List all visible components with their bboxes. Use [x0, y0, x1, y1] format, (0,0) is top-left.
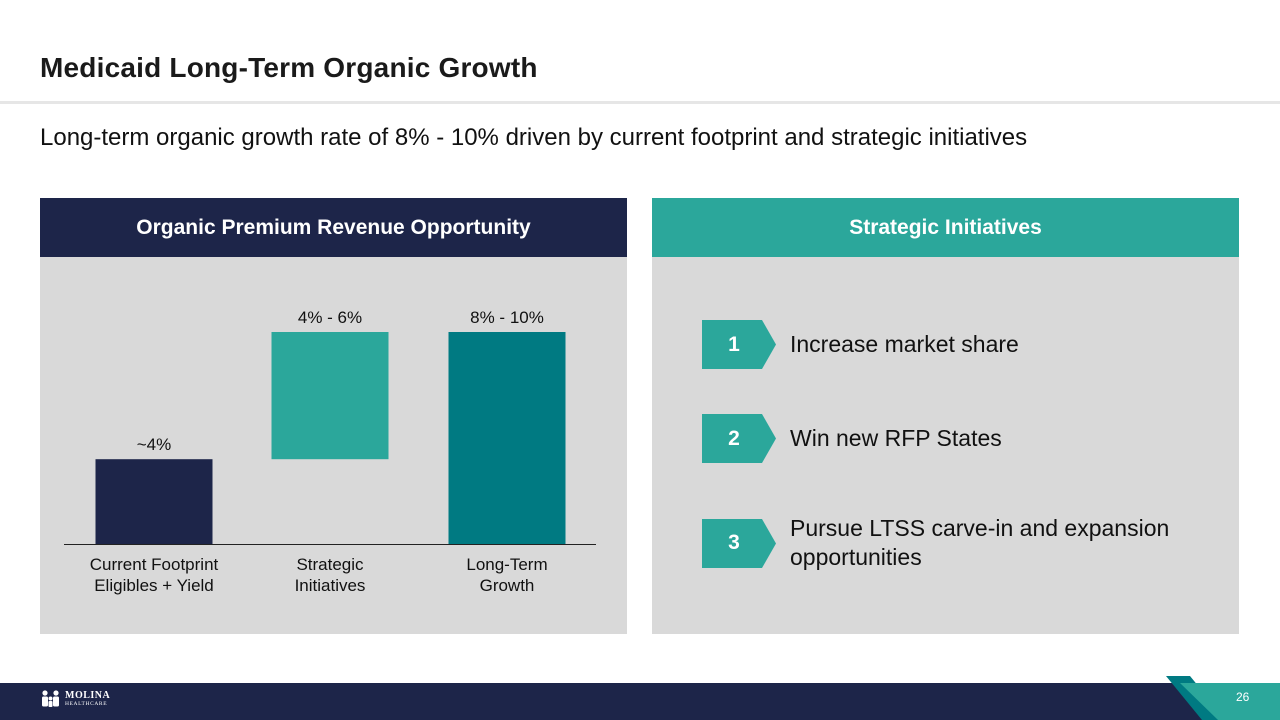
category-label: Current Footprint Eligibles + Yield: [90, 555, 219, 595]
initiative-item: 2 Win new RFP States: [702, 414, 1210, 463]
footer-accent-shape: [1166, 676, 1280, 720]
initiative-number-badge: 1: [702, 320, 776, 369]
footer-bar: [0, 683, 1280, 720]
strategic-initiatives-header: Strategic Initiatives: [652, 198, 1239, 257]
logo-subtext: HEALTHCARE: [65, 700, 108, 707]
bar-2: [271, 332, 389, 460]
bar-data-label: ~4%: [137, 435, 172, 454]
initiative-text: Increase market share: [790, 331, 1019, 357]
initiative-item: 3 Pursue LTSS carve-in and expansion opp…: [702, 514, 1210, 572]
initiative-number: 1: [728, 332, 740, 356]
page-number: 26: [1236, 690, 1250, 704]
initiative-text: Win new RFP States: [790, 425, 1002, 451]
title-divider: [0, 101, 1280, 104]
molina-logo: MOLINA HEALTHCARE: [40, 689, 110, 709]
category-label: Long-Term Growth: [466, 555, 547, 595]
category-label: Strategic Initiatives: [295, 555, 366, 595]
initiative-text: Pursue LTSS carve-in and expansion oppor…: [790, 515, 1170, 570]
revenue-opportunity-panel: Organic Premium Revenue Opportunity ~4% C…: [40, 198, 627, 634]
bar-3: [448, 332, 566, 544]
revenue-opportunity-header: Organic Premium Revenue Opportunity: [40, 198, 627, 257]
revenue-opportunity-chart: ~4% Current Footprint Eligibles + Yield 4% …: [64, 308, 596, 595]
bar-data-label: 8% - 10%: [470, 308, 544, 327]
slide-title: Medicaid Long-Term Organic Growth: [40, 52, 538, 83]
initiative-number: 2: [728, 426, 740, 450]
slide-subtitle: Long-term organic growth rate of 8% - 10…: [40, 124, 1028, 151]
strategic-initiatives-panel: Strategic Initiatives 1 Increase market …: [652, 198, 1239, 634]
initiative-item: 1 Increase market share: [702, 320, 1210, 369]
logo-wordmark: MOLINA: [65, 689, 111, 701]
initiative-number-badge: 2: [702, 414, 776, 463]
bar-1: [95, 459, 213, 544]
family-icon: [42, 690, 59, 707]
initiative-number: 3: [728, 531, 740, 554]
bar-data-label: 4% - 6%: [298, 308, 362, 327]
initiative-number-badge: 3: [702, 518, 776, 568]
